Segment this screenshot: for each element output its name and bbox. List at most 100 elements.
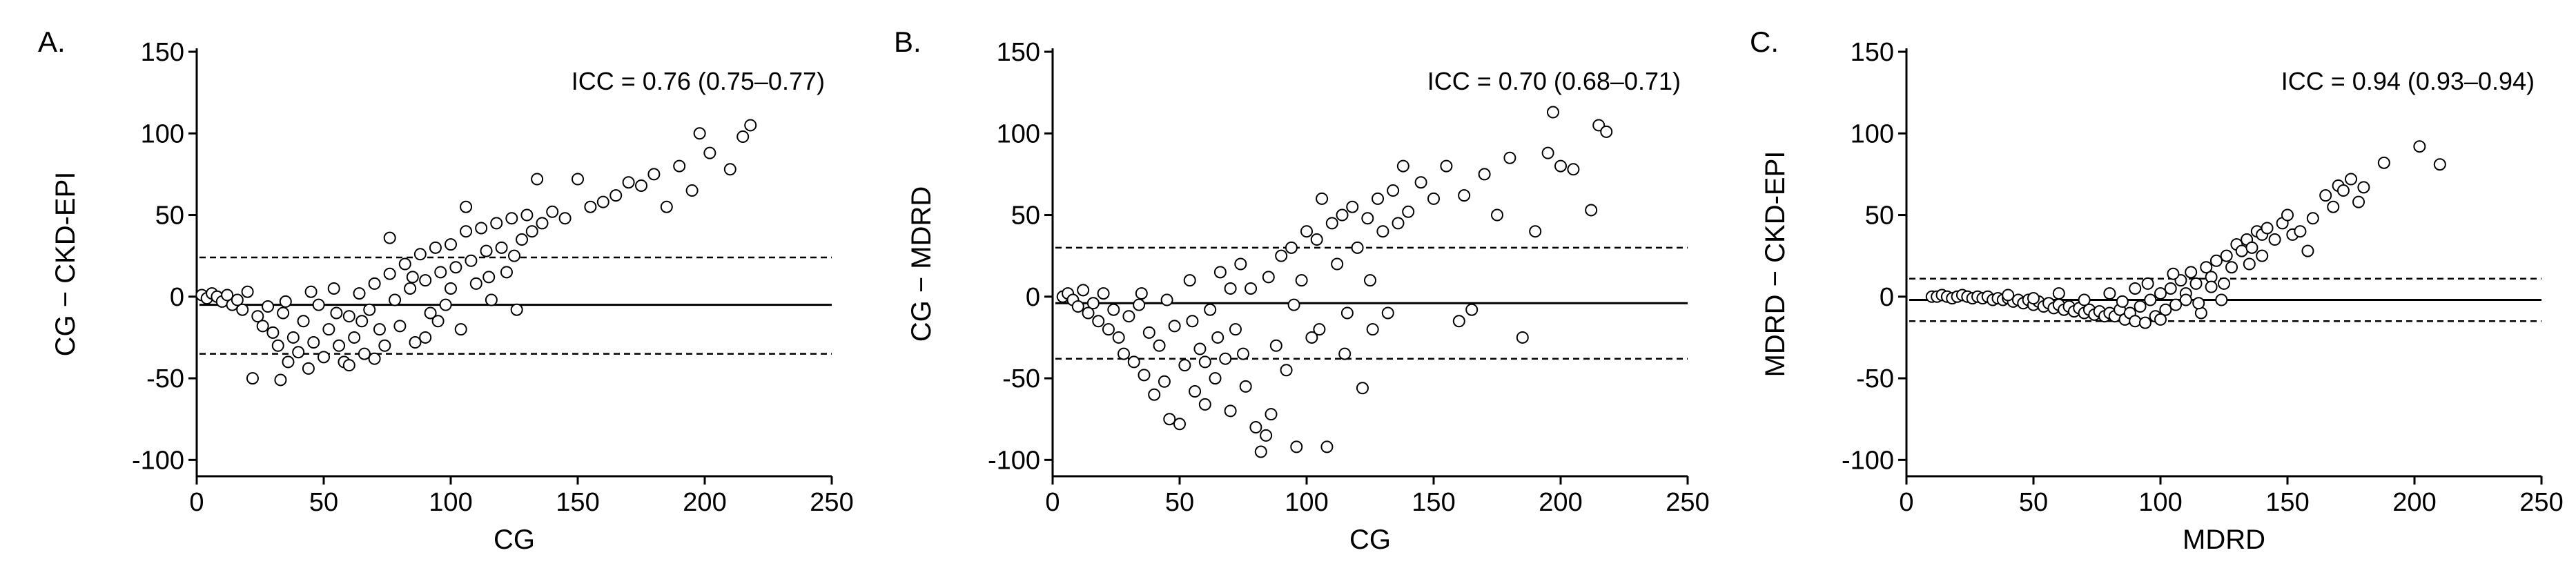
data-point [1168,320,1181,333]
data-point [1325,217,1338,230]
data-point [1142,326,1155,339]
y-tick-label: 0 [1880,283,1894,312]
data-point [413,248,427,261]
data-point [389,293,402,306]
chart-panel-1: -100 -50 0 50 100 150 0 50 100 150 200 250 A. ICC = 0… [38,26,854,555]
data-point [1440,159,1453,173]
data-point [1295,274,1308,287]
data-point [2129,282,2142,295]
data-point [1529,225,1542,238]
data-point [398,257,411,271]
data-point [1600,125,1613,138]
data-point [460,200,473,213]
data-point [1414,176,1427,189]
data-point [330,306,343,320]
data-point [1204,303,1217,316]
data-point [1491,208,1503,222]
data-point [355,315,369,328]
data-point [2078,293,2091,306]
data-point [2138,316,2151,329]
data-point [431,315,445,328]
data-point [1189,385,1202,398]
data-point [1118,347,1131,360]
data-point [1260,429,1273,442]
data-point [2144,293,2157,306]
data-point [1211,331,1224,344]
x-tick-label: 50 [2019,488,2048,517]
data-point [318,351,330,364]
data-point [1387,184,1400,197]
data-point [1186,315,1199,328]
data-point [531,173,544,186]
data-point [2336,184,2350,197]
x-tick-label: 150 [2265,488,2309,517]
data-point [1516,331,1529,344]
data-point [1465,303,1479,316]
data-point [572,173,584,186]
y-tick-label: -100 [988,446,1040,475]
data-point [1219,352,1232,365]
data-point [505,212,518,225]
chart-panel-3: -100 -50 0 50 100 150 0 50 100 150 200 250 C. ICC = 0… [1750,26,2564,555]
data-point [510,303,523,316]
data-point [1313,323,1326,336]
data-point [2169,298,2183,311]
data-point [584,200,597,213]
data-point [292,346,305,359]
y-tick-label: -100 [132,446,184,475]
data-point [1478,168,1491,181]
y-tick-label: -100 [1842,446,1894,475]
data-point [2209,254,2223,267]
data-point [1376,225,1389,238]
data-point [1346,200,1359,213]
y-tick-label: 150 [1851,38,1894,67]
data-point [322,323,335,336]
data-point [2164,282,2177,295]
data-point [1092,315,1105,328]
data-point [1300,225,1313,238]
chart-panel-2: -100 -50 0 50 100 150 0 50 100 150 200 250 B. ICC = 0… [894,26,1710,555]
data-point [373,323,386,336]
data-point [2256,249,2269,262]
x-axis-label: MDRD [2183,525,2265,555]
data-point [1402,205,1415,218]
x-tick-label: 0 [1899,488,1913,517]
y-tick-label: 150 [141,38,184,67]
data-point [2103,287,2116,300]
data-point [703,146,716,159]
data-point [274,373,287,387]
x-tick-label: 200 [1539,488,1582,517]
data-point [2189,277,2203,290]
y-tick-label: -50 [1856,364,1894,393]
data-point [1396,159,1409,173]
data-point [1249,421,1262,434]
data-point [1234,257,1247,271]
x-tick-label: 100 [1285,488,1328,517]
x-tick-label: 250 [2519,488,2563,517]
x-axis-label: CG [494,525,535,555]
data-point [1135,287,1148,300]
data-point [1546,106,1559,119]
data-point [1209,372,1222,385]
data-point [1269,339,1282,352]
data-point [454,323,467,336]
data-point [1112,331,1125,344]
data-point [1148,388,1161,401]
data-point [368,352,381,365]
data-point [525,225,538,238]
data-point [2306,212,2319,225]
data-point [1364,274,1376,287]
data-point [2433,158,2446,171]
data-point [460,225,473,238]
data-point [635,179,647,192]
data-point [1138,369,1151,382]
data-point [358,347,371,360]
data-point [262,300,275,313]
data-point [2205,280,2218,293]
data-point [1452,315,1465,328]
data-point [1338,347,1352,360]
data-point [2352,195,2365,208]
data-point [1158,375,1171,388]
data-point [1285,241,1298,254]
data-point [2261,222,2274,235]
